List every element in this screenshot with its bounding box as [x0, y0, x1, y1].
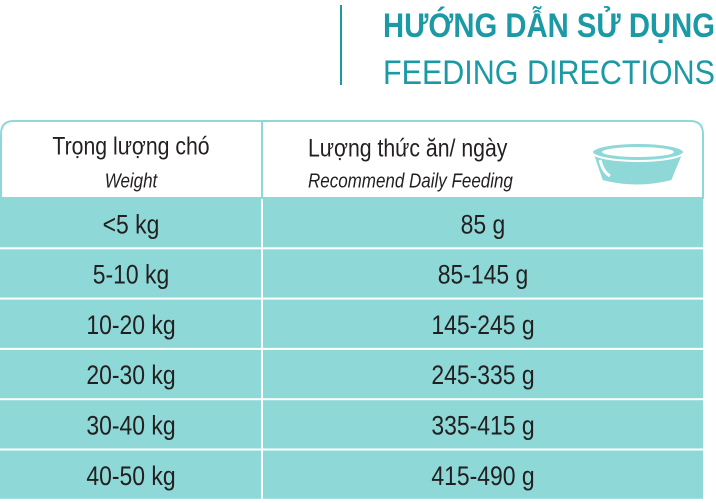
cell — [263, 400, 703, 449]
cell-text: 245-335 g — [431, 360, 534, 390]
bowl-icon — [590, 142, 686, 187]
cell-text: 20-30 kg — [86, 360, 175, 390]
title-vi: HƯỚNG DẪN SỬ DỤNG — [383, 7, 715, 45]
cell — [263, 450, 703, 499]
col-label-en: Weight — [105, 169, 158, 192]
cell — [0, 199, 261, 248]
col-label-vi: Lượng thức ăn/ ngày — [308, 134, 508, 162]
cell-text: 415-490 g — [431, 461, 534, 491]
cell-text: 5-10 kg — [93, 260, 170, 290]
cell — [0, 249, 261, 298]
table-body: <5 kg 85 g 5-10 kg 85-145 g 10-20 kg 145-245 … — [0, 199, 703, 499]
col-label-en: Recommend Daily Feeding — [308, 169, 514, 192]
cell-text: 335-415 g — [431, 411, 534, 441]
cell-text: <5 kg — [103, 210, 160, 240]
cell — [0, 400, 261, 449]
cell — [263, 349, 703, 399]
cell — [263, 199, 703, 248]
cell — [0, 349, 261, 399]
cell-text: 145-245 g — [431, 310, 534, 340]
cell-text: 85-145 g — [438, 260, 529, 290]
cell — [0, 299, 261, 348]
cell-text: 30-40 kg — [86, 411, 175, 441]
table-header — [0, 120, 704, 199]
cell — [0, 450, 261, 499]
col-label-vi: Trọng lượng chó — [52, 132, 209, 160]
cell-text: 10-20 kg — [86, 310, 175, 340]
cell-text: 40-50 kg — [86, 461, 175, 491]
cell-text: 85 g — [461, 210, 506, 240]
cell — [263, 249, 703, 298]
cell — [263, 299, 703, 348]
title-en: FEEDING DIRECTIONS — [383, 54, 715, 92]
